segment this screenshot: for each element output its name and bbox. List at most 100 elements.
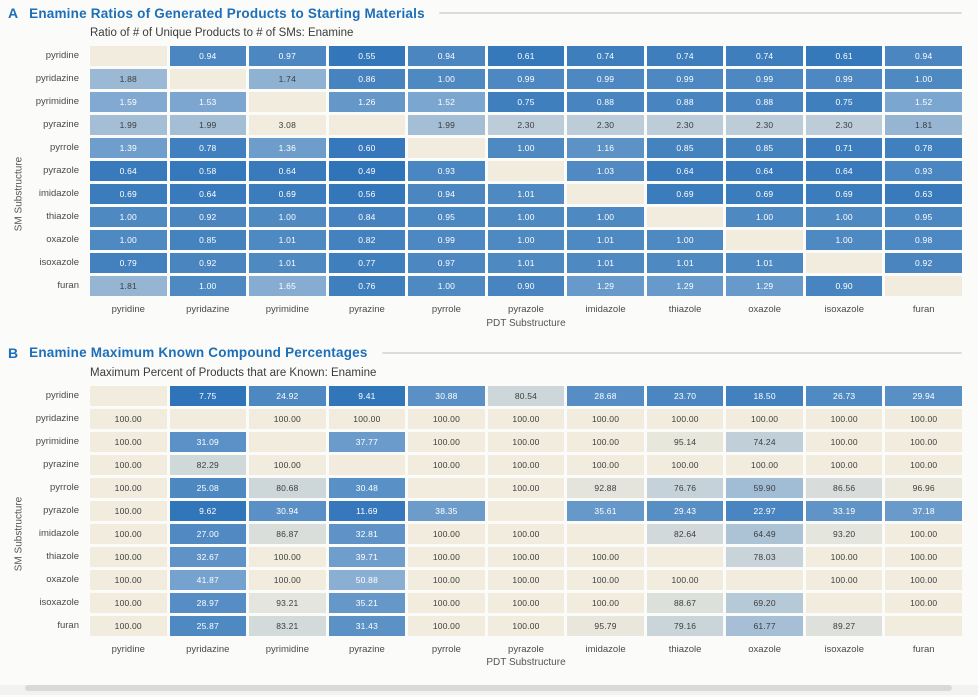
heatmap-cell: 0.56	[328, 184, 406, 204]
horizontal-scrollbar-thumb[interactable]	[25, 685, 952, 691]
heatmap-cell: 29.43	[646, 500, 724, 521]
heatmap-cell: 22.97	[726, 500, 803, 521]
heatmap-cell: 2.30	[726, 115, 803, 135]
heatmap-cell: 1.52	[885, 92, 962, 112]
heatmap-cell: 100.00	[885, 454, 962, 475]
heatmap-cell: 0.90	[487, 276, 565, 296]
heatmap-figure-b: SM Substructure Maximum Percent of Produ…	[8, 363, 962, 668]
heatmap-cell: 0.94	[408, 46, 485, 66]
heatmap-cell: 100.00	[646, 569, 724, 590]
heatmap-cell: 1.26	[328, 92, 406, 112]
col-label: pyrimidine	[265, 643, 309, 655]
panel-b-header: B Enamine Maximum Known Compound Percent…	[8, 345, 962, 361]
col-label: pyridine	[111, 304, 145, 315]
heatmap-cell: 35.61	[567, 500, 644, 521]
heatmap-cell: 0.74	[726, 46, 803, 66]
heatmap-cell: 1.29	[567, 276, 644, 296]
heatmap-cell: 29.94	[885, 385, 962, 406]
col-label: imidazole	[585, 304, 626, 315]
heatmap-cell: 0.99	[646, 69, 724, 89]
heatmap-cell: 89.27	[805, 615, 883, 636]
heatmap-cell: 100.00	[90, 592, 167, 613]
heatmap-cell: 100.00	[408, 615, 485, 636]
heatmap-cell: 0.61	[805, 46, 883, 66]
row-label: pyrimidine	[35, 435, 79, 447]
heatmap-cell: 0.77	[328, 253, 406, 273]
heatmap-cell: 0.49	[328, 161, 406, 181]
heatmap-cell: 1.00	[567, 207, 644, 227]
panel-a: A Enamine Ratios of Generated Products t…	[0, 0, 978, 329]
heatmap-cell: 0.95	[885, 207, 962, 227]
heatmap-cell	[169, 69, 247, 89]
heatmap-cell: 100.00	[249, 569, 326, 590]
heatmap-cell: 2.30	[805, 115, 883, 135]
heatmap-cell: 1.29	[646, 276, 724, 296]
heatmap-cell: 0.69	[90, 184, 167, 204]
heatmap-cell: 100.00	[567, 431, 644, 452]
panel-a-title: Enamine Ratios of Generated Products to …	[29, 5, 425, 21]
heatmap-cell: 1.81	[90, 276, 167, 296]
heatmap-cell: 0.86	[328, 69, 406, 89]
heatmap-cell: 9.41	[328, 385, 406, 406]
heatmap-cell	[885, 276, 962, 296]
heatmap-cell: 0.61	[487, 46, 565, 66]
heatmap-cell: 0.99	[487, 69, 565, 89]
col-label: pyrrole	[431, 643, 461, 655]
heatmap-cell: 80.68	[249, 477, 326, 498]
heatmap-cell: 31.43	[328, 615, 406, 636]
heatmap-cell: 0.98	[885, 230, 962, 250]
row-label: pyridine	[45, 389, 79, 401]
heatmap-cell: 0.99	[567, 69, 644, 89]
heatmap-cell: 1.01	[487, 184, 565, 204]
heatmap-cell: 92.88	[567, 477, 644, 498]
col-label-spacer	[30, 639, 87, 655]
heatmap-cell: 78.03	[726, 546, 803, 567]
col-label: pyrrole	[431, 304, 461, 315]
heatmap-cell: 100.00	[408, 569, 485, 590]
heatmap-cell: 28.68	[567, 385, 644, 406]
heatmap-cell	[487, 500, 565, 521]
heatmap-cell: 0.92	[885, 253, 962, 273]
heatmap-cell: 100.00	[567, 408, 644, 429]
heatmap-cell	[805, 253, 883, 273]
heatmap-cell: 1.00	[885, 69, 962, 89]
heatmap-cell: 0.78	[885, 138, 962, 158]
heatmap-cell: 1.00	[90, 207, 167, 227]
heatmap-cell: 82.64	[646, 523, 724, 544]
heatmap-cell: 41.87	[169, 569, 247, 590]
row-label: isoxazole	[39, 596, 79, 608]
heatmap-cell: 100.00	[90, 477, 167, 498]
heatmap-cell: 0.85	[169, 230, 247, 250]
chart-subtitle-b: Maximum Percent of Products that are Kno…	[90, 366, 377, 379]
heatmap-cell: 100.00	[726, 408, 803, 429]
heatmap-cell: 100.00	[567, 592, 644, 613]
heatmap-cell: 32.81	[328, 523, 406, 544]
heatmap-cell: 100.00	[726, 454, 803, 475]
heatmap-cell: 100.00	[249, 546, 326, 567]
heatmap-cell: 100.00	[408, 523, 485, 544]
heatmap-cell: 79.16	[646, 615, 724, 636]
heatmap-cell: 100.00	[487, 408, 565, 429]
heatmap-cell: 100.00	[646, 408, 724, 429]
heatmap-cell: 100.00	[805, 454, 883, 475]
heatmap-cell: 0.92	[169, 253, 247, 273]
row-label: isoxazole	[39, 257, 79, 269]
chart-subtitle-a: Ratio of # of Unique Products to # of SM…	[90, 27, 354, 39]
heatmap-cell: 0.95	[408, 207, 485, 227]
col-label: thiazole	[668, 643, 702, 655]
col-label: thiazole	[668, 304, 702, 315]
heatmap-cell: 0.82	[328, 230, 406, 250]
heatmap-cell: 100.00	[487, 523, 565, 544]
heatmap-cell: 100.00	[805, 569, 883, 590]
col-label: pyridazine	[186, 304, 230, 315]
heatmap-cell: 0.93	[885, 161, 962, 181]
col-label: pyrazole	[508, 304, 544, 315]
heatmap-cell: 32.67	[169, 546, 247, 567]
heatmap-cell: 95.79	[567, 615, 644, 636]
horizontal-scrollbar-track[interactable]	[0, 685, 978, 695]
heatmap-cell: 2.30	[567, 115, 644, 135]
heatmap-cell: 0.94	[169, 46, 247, 66]
heatmap-cell: 1.00	[487, 230, 565, 250]
heatmap-cell: 100.00	[885, 431, 962, 452]
heatmap-cell	[567, 184, 644, 204]
